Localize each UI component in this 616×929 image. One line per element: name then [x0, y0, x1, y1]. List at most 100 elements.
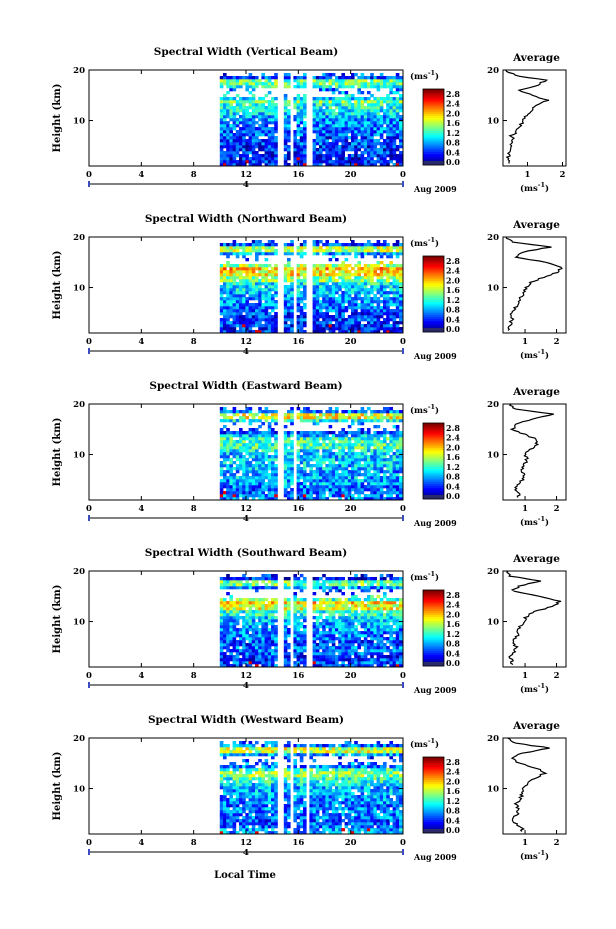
colorbar-unit: (ms-1) — [410, 737, 439, 750]
panel-5: Spectral Width (Westward Beam)0 4 8 12 16 20 0… — [52, 714, 567, 862]
colorbar-step — [423, 424, 444, 428]
colorbar-step — [423, 153, 444, 156]
colorbar-step — [423, 311, 444, 314]
colorbar-frame — [422, 589, 445, 667]
average-y-tick-label: 20 — [487, 734, 499, 744]
colorbar-step — [423, 776, 444, 779]
colorbar-step — [423, 597, 444, 600]
heatmap-cells — [219, 574, 403, 668]
average-y-tick-label: 20 — [487, 567, 499, 577]
colorbar: 2.82.42.01.61.20.80.40.0 — [422, 255, 460, 334]
unit-exp: -1 — [428, 236, 435, 244]
colorbar-tick: 1.6 — [446, 452, 460, 462]
colorbar-tick: 2.8 — [446, 256, 460, 266]
colorbar-tick: 2.8 — [446, 757, 460, 767]
colorbar-step — [423, 806, 444, 809]
unit-close: ) — [545, 517, 549, 528]
x-tick-label: 16 — [292, 170, 304, 180]
unit-close: ) — [435, 739, 439, 750]
colorbar-step — [423, 121, 444, 124]
average-x-tick-label: 2 — [554, 838, 560, 848]
colorbar-step — [423, 635, 444, 638]
colorbar-step — [423, 449, 444, 452]
colorbar-step — [423, 800, 444, 803]
average-title: Average — [512, 219, 560, 231]
panel-3: Spectral Width (Eastward Beam)0 4 8 12 16 20 0… — [52, 380, 567, 528]
colorbar-step — [423, 436, 444, 439]
colorbar-step — [423, 295, 444, 299]
colorbar-step — [423, 601, 444, 604]
colorbar-step — [423, 628, 444, 631]
colorbar-step — [423, 464, 444, 467]
colorbar-step — [423, 326, 444, 329]
colorbar-step — [423, 785, 444, 788]
colorbar-step — [423, 462, 444, 466]
colorbar-step — [423, 819, 444, 822]
date-label: Aug 2009 — [413, 852, 457, 862]
colorbar-step — [423, 812, 444, 815]
colorbar-tick: 2.0 — [446, 442, 460, 452]
unit-base: (ms — [520, 517, 538, 528]
colorbar-step — [423, 305, 444, 308]
panel-title: Spectral Width (Vertical Beam) — [154, 46, 338, 58]
colorbar-step — [423, 814, 444, 817]
colorbar-step — [423, 650, 444, 653]
colorbar-step — [423, 443, 444, 447]
colorbar-step — [423, 595, 444, 598]
colorbar-frame — [422, 88, 445, 166]
colorbar: 2.82.42.01.61.20.80.40.0 — [422, 88, 460, 167]
y-tick-label: 10 — [73, 785, 85, 795]
colorbar-step — [423, 104, 444, 107]
colorbar-tick: 2.4 — [446, 600, 460, 610]
unit-exp: -1 — [428, 737, 435, 745]
x-tick-label: 8 — [191, 170, 197, 180]
colorbar-step — [423, 825, 444, 828]
y-axis-label: Height (km) — [52, 84, 63, 153]
colorbar-step — [423, 817, 444, 820]
average-unit: (ms-1) — [520, 181, 549, 194]
colorbar-tick: 1.2 — [446, 796, 460, 806]
colorbar-step — [423, 149, 444, 152]
average-profile-line — [505, 236, 563, 331]
unit-close: ) — [435, 572, 439, 583]
colorbar-tick: 2.8 — [446, 89, 460, 99]
average-title: Average — [512, 386, 560, 398]
colorbar-step — [423, 808, 444, 811]
average-unit: (ms-1) — [520, 348, 549, 361]
colorbar-step — [423, 791, 444, 794]
date-day: 4 — [243, 848, 249, 858]
unit-exp: -1 — [538, 181, 545, 189]
average-profile-line — [505, 69, 550, 164]
x-tick-label: 12 — [240, 337, 252, 347]
x-tick-label: 0 — [86, 504, 92, 514]
x-tick-label: 12 — [240, 671, 252, 681]
x-tick-label: 12 — [240, 504, 252, 514]
unit-close: ) — [435, 71, 439, 82]
y-axis-label: Height (km) — [52, 418, 63, 487]
average-y-tick-label: 10 — [487, 117, 499, 127]
date-day: 4 — [243, 681, 249, 691]
colorbar-tick: 2.4 — [446, 266, 460, 276]
panel-title: Spectral Width (Northward Beam) — [145, 213, 347, 225]
colorbar-tick: 1.2 — [446, 295, 460, 305]
colorbar-step — [423, 271, 444, 274]
colorbar-step — [423, 590, 444, 593]
colorbar-step — [423, 142, 444, 145]
colorbar-step — [423, 472, 444, 475]
colorbar-step — [423, 757, 444, 760]
colorbar-step — [423, 764, 444, 767]
colorbar-tick: 0.0 — [446, 658, 460, 668]
colorbar-tick: 2.0 — [446, 108, 460, 118]
colorbar-tick: 1.2 — [446, 629, 460, 639]
colorbar-tick: 0.4 — [446, 314, 460, 324]
average-panel: Average 1 2 20 10 (ms-1) — [487, 52, 567, 194]
colorbar-step — [423, 605, 444, 608]
colorbar-step — [423, 290, 444, 293]
colorbar-step — [423, 474, 444, 477]
colorbar-floor — [423, 662, 444, 666]
y-axis-label: Height (km) — [52, 585, 63, 654]
colorbar-tick: 0.4 — [446, 648, 460, 658]
colorbar-step — [423, 438, 444, 441]
x-tick-label: 20 — [345, 838, 357, 848]
x-tick-label: 0 — [86, 671, 92, 681]
